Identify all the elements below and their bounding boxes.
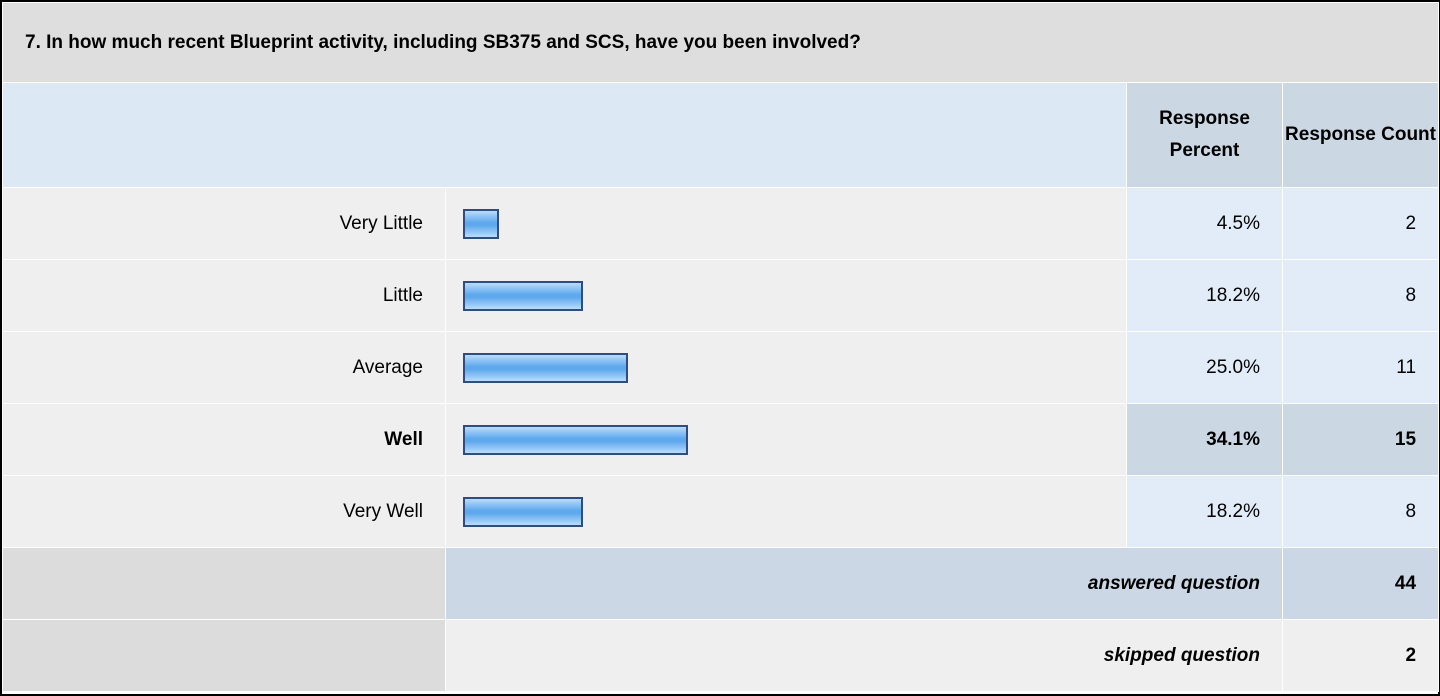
answer-label: Well — [2, 403, 446, 476]
skipped-label: skipped question — [445, 619, 1283, 692]
answer-label: Very Little — [2, 187, 446, 260]
header-blank — [2, 82, 1127, 188]
bar-cell — [445, 259, 1127, 332]
skipped-count: 2 — [1281, 619, 1440, 692]
bar-cell — [445, 187, 1127, 260]
answer-row: Little 18.2% 8 — [2, 259, 1440, 332]
response-count: 8 — [1281, 475, 1440, 548]
answered-label: answered question — [445, 547, 1283, 620]
bar — [463, 280, 584, 311]
response-percent: 18.2% — [1126, 259, 1283, 332]
answer-row: Well 34.1% 15 — [2, 403, 1440, 476]
response-count: 8 — [1281, 259, 1440, 332]
answer-label: Average — [2, 331, 446, 404]
answer-label: Little — [2, 259, 446, 332]
bar — [463, 208, 499, 239]
response-count: 2 — [1281, 187, 1440, 260]
blank — [2, 547, 446, 620]
response-count: 11 — [1281, 331, 1440, 404]
answered-count: 44 — [1281, 547, 1440, 620]
count-header: Response Count — [1281, 82, 1440, 188]
bar-cell — [445, 403, 1127, 476]
response-percent: 25.0% — [1126, 331, 1283, 404]
blank — [2, 619, 446, 692]
answer-label: Very Well — [2, 475, 446, 548]
question: 7. In how much recent Blueprint activity… — [1, 2, 1440, 83]
response-count: 15 — [1281, 403, 1440, 476]
bar-cell — [445, 475, 1127, 548]
response-percent: 18.2% — [1126, 475, 1283, 548]
bar — [463, 352, 628, 383]
answer-row: Very Well 18.2% 8 — [2, 475, 1440, 548]
bar-cell — [445, 331, 1127, 404]
answer-row: Very Little 4.5% 2 — [2, 187, 1440, 260]
answer-row: Average 25.0% 11 — [2, 331, 1440, 404]
bar — [463, 424, 689, 455]
response-percent: 4.5% — [1126, 187, 1283, 260]
bar — [463, 496, 584, 527]
response-percent: 34.1% — [1126, 403, 1283, 476]
percent-header: Response Percent — [1126, 82, 1283, 188]
